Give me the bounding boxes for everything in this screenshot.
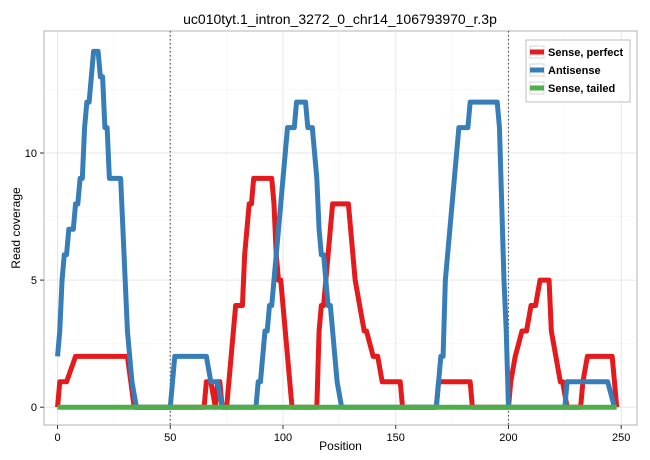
y-tick-label: 0 <box>31 402 37 414</box>
x-tick-label: 200 <box>499 432 517 444</box>
legend: Sense, perfect Antisense Sense, tailed <box>525 39 631 103</box>
legend-label: Antisense <box>548 65 601 77</box>
y-tick-label: 5 <box>31 275 37 287</box>
x-tick-label: 100 <box>274 432 292 444</box>
x-tick-label: 50 <box>164 432 176 444</box>
series-lines <box>55 48 620 410</box>
x-tick-label: 0 <box>54 432 60 444</box>
series-line-antisense <box>55 48 617 410</box>
y-axis-label: Read coverage <box>9 187 23 269</box>
x-tick-label: 150 <box>387 432 405 444</box>
y-axis: 0 5 10 <box>25 148 44 414</box>
legend-label: Sense, perfect <box>548 47 624 59</box>
chart-title: uc010tyt.1_intron_3272_0_chr14_106793970… <box>183 11 497 27</box>
legend-label: Sense, tailed <box>548 83 615 95</box>
x-tick-label: 250 <box>612 432 630 444</box>
y-tick-label: 10 <box>25 148 37 160</box>
x-axis: 0 50 100 150 200 250 <box>54 425 630 444</box>
x-axis-label: Position <box>319 439 362 453</box>
